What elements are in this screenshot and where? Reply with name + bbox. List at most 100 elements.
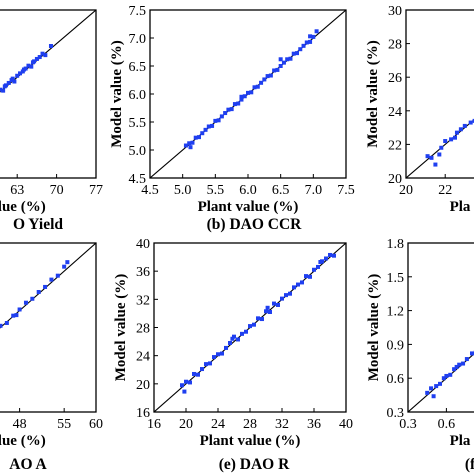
- data-point: [429, 386, 434, 391]
- data-point: [288, 291, 292, 296]
- y-axis-label: Model value (%): [113, 274, 129, 381]
- x-tick-label: 16: [147, 417, 161, 432]
- data-point: [429, 155, 434, 160]
- data-point: [278, 57, 283, 62]
- data-point: [30, 296, 35, 301]
- x-tick-label: 28: [243, 417, 257, 432]
- x-tick-label: 7.0: [305, 183, 323, 198]
- data-point: [448, 372, 453, 377]
- y-tick-label: 36: [136, 265, 150, 280]
- data-point: [292, 285, 296, 290]
- data-point: [454, 130, 459, 135]
- data-point: [236, 337, 240, 342]
- data-point: [298, 47, 303, 52]
- x-axis-label: alue (%): [0, 433, 46, 449]
- data-point: [4, 320, 9, 325]
- data-point: [26, 63, 31, 68]
- data-point: [296, 282, 300, 287]
- data-point: [232, 102, 237, 107]
- x-tick-label: 36: [307, 417, 321, 432]
- data-point: [441, 376, 446, 381]
- y-tick-label: 16: [136, 406, 150, 421]
- data-point: [208, 361, 212, 366]
- points: [183, 29, 319, 150]
- panel-4: 48 55 60 alue (%) AO A: [0, 242, 103, 473]
- data-point: [213, 118, 218, 123]
- data-point: [278, 64, 283, 68]
- data-point: [228, 340, 232, 345]
- data-point: [196, 372, 200, 377]
- data-point: [40, 51, 45, 56]
- data-point: [439, 145, 444, 150]
- panel-6: 0.3 0.6 0.3 0.6 0.9 1.2 1.5 1.8 Pla Model value (…: [366, 237, 474, 473]
- data-point: [301, 43, 306, 48]
- axes-frame: [0, 9, 97, 179]
- data-point: [291, 51, 296, 56]
- data-point: [275, 67, 280, 72]
- data-point: [193, 135, 198, 140]
- x-tick-label: 48: [13, 417, 27, 432]
- data-point: [288, 56, 293, 61]
- data-point: [206, 124, 211, 129]
- data-point: [304, 274, 308, 279]
- x-tick-label: 4.5: [141, 183, 159, 198]
- data-point: [265, 74, 270, 79]
- data-point: [443, 139, 448, 144]
- data-point: [256, 316, 260, 321]
- data-point: [437, 152, 442, 157]
- points: [425, 350, 474, 399]
- data-point: [268, 73, 273, 78]
- data-point: [12, 79, 17, 84]
- diagonal-line: [0, 10, 96, 93]
- points: [0, 44, 53, 93]
- data-point: [284, 293, 288, 298]
- x-tick-label: 6.0: [239, 183, 257, 198]
- data-point: [300, 280, 304, 285]
- x-tick-label: 0.3: [399, 417, 417, 432]
- diagonal-line: [406, 118, 474, 178]
- data-point: [192, 371, 196, 376]
- data-point: [36, 290, 41, 295]
- data-point: [21, 67, 26, 72]
- y-tick-label: 0.3: [387, 406, 405, 421]
- data-point: [10, 76, 15, 81]
- y-axis-label: Model value (%): [109, 40, 125, 147]
- y-tick-label: 28: [388, 38, 402, 53]
- data-point: [182, 389, 187, 394]
- data-point: [449, 137, 454, 142]
- y-tick-label: 28: [136, 322, 150, 337]
- data-point: [43, 53, 48, 58]
- data-point: [472, 118, 474, 123]
- data-point: [295, 51, 299, 56]
- data-point: [180, 383, 184, 388]
- data-point: [30, 60, 35, 65]
- data-point: [1, 88, 6, 93]
- y-tick-label: 6.5: [129, 60, 147, 75]
- data-point: [462, 123, 467, 128]
- data-point: [259, 80, 264, 85]
- x-tick-label: 0.6: [438, 417, 456, 432]
- data-point: [212, 355, 216, 360]
- data-point: [29, 64, 34, 69]
- axes-frame: [407, 242, 474, 413]
- data-point: [252, 322, 256, 327]
- data-point: [425, 390, 430, 395]
- data-point: [425, 154, 430, 159]
- data-point: [200, 131, 205, 136]
- data-point: [265, 305, 270, 310]
- data-point: [244, 329, 248, 334]
- data-point: [0, 323, 3, 328]
- data-point: [188, 380, 192, 385]
- data-point: [452, 367, 457, 372]
- y-tick-label: 7.5: [129, 4, 147, 19]
- data-point: [49, 277, 54, 282]
- data-point: [308, 39, 313, 44]
- data-point: [318, 260, 323, 265]
- data-point: [328, 252, 332, 257]
- data-point: [34, 56, 39, 61]
- data-point: [48, 44, 53, 48]
- points: [180, 252, 336, 394]
- x-tick-label: 32: [275, 417, 289, 432]
- data-point: [314, 29, 319, 34]
